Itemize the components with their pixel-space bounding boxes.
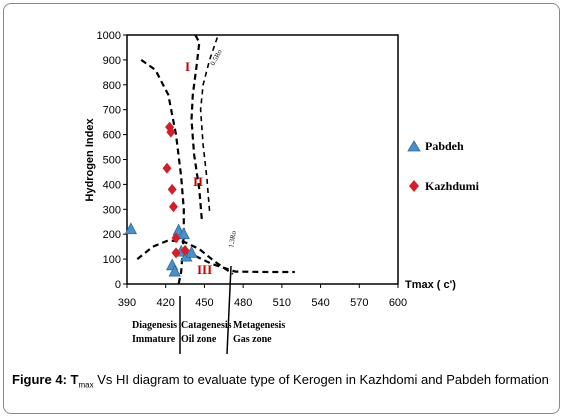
zone-catagenesis-line2: Oil zone (181, 334, 217, 345)
curve-label-0-5ro: 0.5Ro (209, 48, 224, 67)
caption-label: Figure 4: (12, 372, 67, 387)
data-point-pabdeh (168, 264, 181, 277)
y-tick-label: 900 (103, 55, 121, 67)
y-tick-label: 500 (103, 155, 121, 167)
data-point-kazhdumi (167, 183, 177, 195)
zone-catagenesis-line1: Catagenesis (181, 320, 232, 331)
y-tick-label: 700 (103, 105, 121, 117)
x-tick-label: 510 (273, 297, 291, 309)
kerogen-type-ii-iii-boundary (136, 239, 234, 275)
kerogen-curves (136, 34, 295, 285)
zone-diagenesis-line1: Diagenesis (132, 320, 177, 331)
region-label-ii: II (193, 174, 203, 189)
x-tick-label: 600 (389, 297, 407, 309)
data-point-pabdeh (124, 222, 138, 235)
x-tick-label: 570 (350, 297, 368, 309)
legend-marker-kazhdumi (409, 180, 419, 192)
zone-metagenesis-line2: Gas zone (233, 334, 272, 345)
y-tick-label: 200 (103, 229, 121, 241)
curve-label-1-3ro: 1.3Ro (227, 230, 238, 249)
data-point-kazhdumi (168, 201, 178, 213)
data-point-kazhdumi (162, 162, 172, 174)
y-tick-label: 800 (103, 80, 121, 92)
legend-label-kazhdumi: Kazhdumi (425, 179, 480, 193)
x-tick-label: 450 (195, 297, 213, 309)
data-point-kazhdumi (171, 232, 181, 244)
data-point-kazhdumi (180, 244, 190, 256)
figure-frame (3, 3, 560, 414)
x-tick-label: 420 (157, 297, 175, 309)
region-label-iii: III (197, 262, 212, 277)
caption-subscript: max (78, 380, 94, 390)
caption-text: Vs HI diagram to evaluate type of Keroge… (93, 372, 549, 387)
type-i-right-boundary (199, 37, 219, 212)
y-tick-label: 100 (103, 254, 121, 266)
y-tick-label: 400 (103, 179, 121, 191)
data-point-pabdeh (177, 227, 190, 240)
y-tick-label: 0 (115, 279, 121, 291)
legend: Pabdeh Kazhdumi (407, 139, 480, 193)
x-axis-label: Tmax ( c') (405, 279, 456, 291)
y-tick-label: 300 (103, 204, 121, 216)
zone-diagenesis-line2: Immature (132, 334, 176, 345)
y-tick-label: 1000 (97, 30, 121, 42)
zone-divider-metagenesis (226, 265, 232, 355)
plot-frame (126, 34, 399, 285)
figure-caption: Figure 4: Tmax Vs HI diagram to evaluate… (12, 372, 557, 394)
data-point-pabdeh (185, 246, 198, 258)
tmax-hi-chart: 390 420 450 480 510 540 570 600 0 100 200 300 400 500… (84, 30, 480, 355)
y-axis-label: Hydrogen Index (84, 118, 96, 202)
ro-0-5-isoline (190, 34, 203, 220)
data-point-kazhdumi (166, 126, 176, 138)
x-tick-label: 390 (118, 297, 136, 309)
x-tick-label: 480 (234, 297, 252, 309)
x-tick-label: 540 (311, 297, 329, 309)
y-tick-label: 600 (103, 130, 121, 142)
zone-metagenesis-line1: Metagenesis (233, 320, 285, 331)
legend-marker-pabdeh (407, 140, 421, 152)
legend-label-pabdeh: Pabdeh (425, 139, 464, 153)
region-label-i: I (185, 59, 190, 74)
data-point-kazhdumi (171, 247, 181, 259)
data-point-kazhdumi (165, 121, 175, 133)
caption-symbol: T (70, 372, 79, 387)
kerogen-type-i-ii-boundary (140, 59, 185, 285)
